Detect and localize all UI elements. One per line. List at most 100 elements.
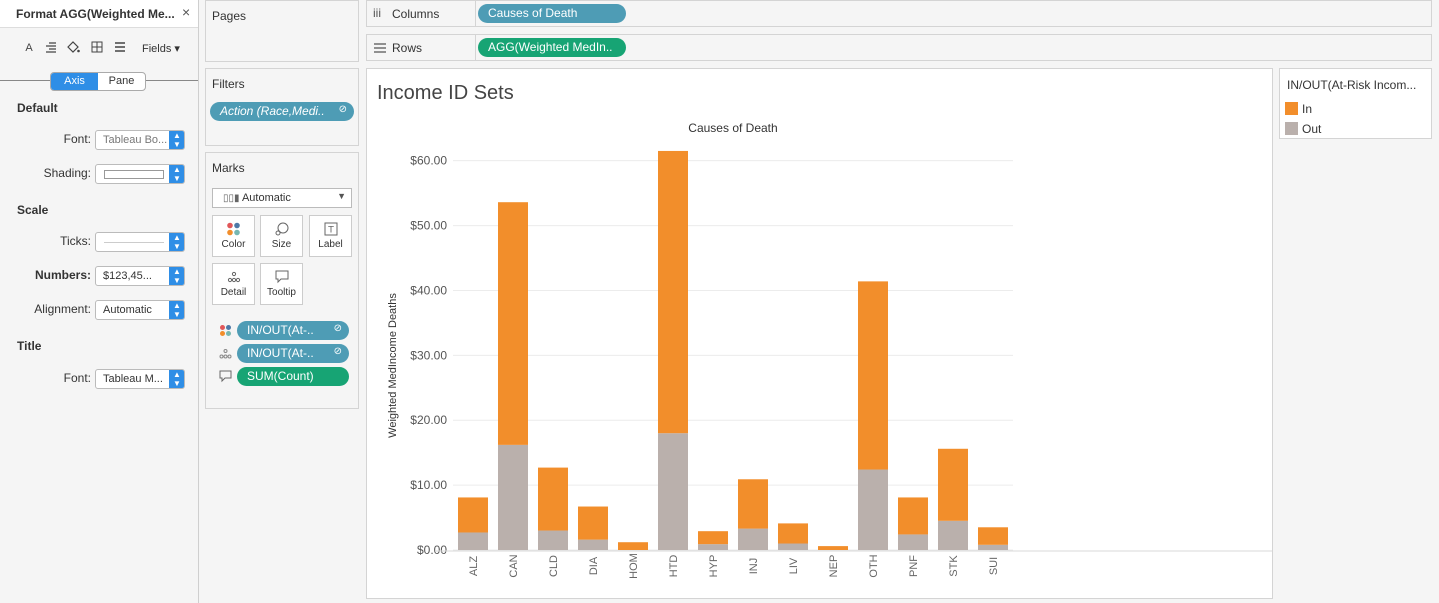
tooltip-encoding-icon [218,370,232,384]
x-tick-label: OTH [868,554,880,577]
color-encoding-icon [218,324,232,338]
section-scale-heading: Scale [17,203,49,217]
x-tick-label: SUI [988,557,1000,575]
rows-pill-label: AGG(Weighted MedIn.. [488,40,613,54]
x-tick-label: NEP [828,555,840,578]
alignment-select[interactable]: Automatic ▲ ▼ [95,300,185,320]
columns-pill-label: Causes of Death [488,6,578,20]
stepper-icon: ▲ ▼ [169,165,184,183]
tooltip-button-label: Tooltip [267,287,296,298]
close-icon[interactable]: × [182,4,191,20]
detail-button[interactable]: Detail [212,263,255,305]
y-tick-label: $20.00 [410,413,447,427]
numbers-select-value: $123,45... [103,270,152,282]
mark-type-dropdown[interactable]: ▯▯▮ Automatic ▼ [212,188,352,208]
size-button-label: Size [271,239,292,250]
columns-icon: iii [373,6,381,20]
bar-out-htd [658,433,688,550]
bar-out-hyp [698,544,728,550]
font-select[interactable]: Tableau Bo... ▲ ▼ [95,130,185,150]
bar-out-can [498,444,528,550]
filter-pill[interactable]: Action (Race,Medi.. ⊘ [210,102,354,121]
view-worksheet: Income ID Sets Causes of Death $0.00 $10.0… [366,68,1273,599]
x-tick-label: INJ [748,558,760,575]
tab-pane[interactable]: Pane [108,75,135,87]
y-tick-label: $60.00 [410,154,447,168]
shading-select[interactable]: ▲ ▼ [95,164,185,184]
y-axis-title: Weighted MedIncome Deaths [387,293,399,438]
bar-out-stk [938,520,968,550]
x-tick-label: ALZ [468,556,480,576]
label-icon: T [310,222,351,236]
size-icon [261,222,302,236]
fields-menu[interactable]: Fields ▾ [142,43,180,55]
y-tick-label: $0.00 [417,543,447,557]
color-button[interactable]: Color [212,215,255,257]
ticks-select[interactable]: ▲ ▼ [95,232,185,252]
format-toolbar: A Fields ▾ [0,36,198,62]
columns-pill[interactable]: Causes of Death [478,4,626,23]
svg-text:T: T [327,226,334,236]
bar-out-liv [778,543,808,550]
detail-encoding-pill[interactable]: IN/OUT(At-.. ⊘ [237,344,349,363]
title-font-select-value: Tableau M... [103,373,163,385]
bar-in-oth [858,281,888,470]
alignment-label: Alignment: [34,302,91,316]
filters-card[interactable]: Filters Action (Race,Medi.. ⊘ [205,68,359,146]
bar-in-liv [778,523,808,544]
font-icon[interactable]: A [25,42,33,54]
bar-in-inj [738,479,768,529]
section-title-heading: Title [17,339,42,353]
tooltip-encoding-pill[interactable]: SUM(Count) [237,367,349,386]
x-tick-label: HOM [628,553,640,579]
legend-title: IN/OUT(At-Risk Incom... [1287,78,1417,92]
shading-label: Shading: [43,166,91,180]
bar-out-alz [458,532,488,550]
bar-out-oth [858,469,888,550]
align-icon[interactable] [44,41,58,55]
lines-icon[interactable] [113,41,127,55]
label-button[interactable]: T Label [309,215,352,257]
y-tick-label: $10.00 [410,478,447,492]
pages-card[interactable]: Pages [205,0,359,62]
tick-line-preview [104,242,164,243]
x-tick-label: DIA [588,556,600,575]
chevron-down-icon: ▼ [337,191,346,201]
stepper-icon: ▲ ▼ [169,370,184,388]
format-title-bar: Format AGG(Weighted Me... × [0,0,198,28]
mark-type-value: Automatic [241,192,291,204]
detail-icon [213,270,254,284]
bar-in-can [498,202,528,445]
bar-out-inj [738,528,768,550]
alignment-select-value: Automatic [103,304,152,316]
shading-icon[interactable] [66,41,80,55]
title-font-select[interactable]: Tableau M... ▲ ▼ [95,369,185,389]
numbers-label: Numbers: [34,268,91,282]
bar-in-nep [818,546,848,550]
rows-pill[interactable]: AGG(Weighted MedIn.. [478,38,626,57]
x-tick-label: LIV [788,557,800,574]
legend-label-in: In [1302,102,1313,116]
stepper-icon: ▲ ▼ [169,267,184,285]
color-encoding-pill-label: IN/OUT(At-.. [247,323,314,337]
bar-out-pnf [898,534,928,550]
link-icon: ⊘ [333,323,342,334]
borders-icon[interactable] [90,41,104,55]
columns-shelf[interactable]: iii Columns Causes of Death [366,0,1432,27]
tab-axis[interactable]: Axis [51,73,98,90]
detail-button-label: Detail [220,287,247,298]
view-title: Income ID Sets [377,82,514,104]
color-encoding-pill[interactable]: IN/OUT(At-.. ⊘ [237,321,349,340]
tooltip-button[interactable]: Tooltip [260,263,303,305]
pages-title: Pages [212,9,247,23]
x-tick-label: CAN [508,554,520,577]
bar-in-stk [938,448,968,521]
bar-out-cld [538,530,568,550]
bar-in-cld [538,467,568,531]
size-button[interactable]: Size [260,215,303,257]
rows-shelf[interactable]: Rows AGG(Weighted MedIn.. [366,34,1432,61]
format-pane: Format AGG(Weighted Me... × A Fields ▾ A… [0,0,199,603]
bar-chart: Causes of Death $0.00 $10.00 $20.00 $30.00 $4… [387,121,1272,579]
numbers-select[interactable]: $123,45... ▲ ▼ [95,266,185,286]
stepper-icon: ▲ ▼ [169,233,184,251]
